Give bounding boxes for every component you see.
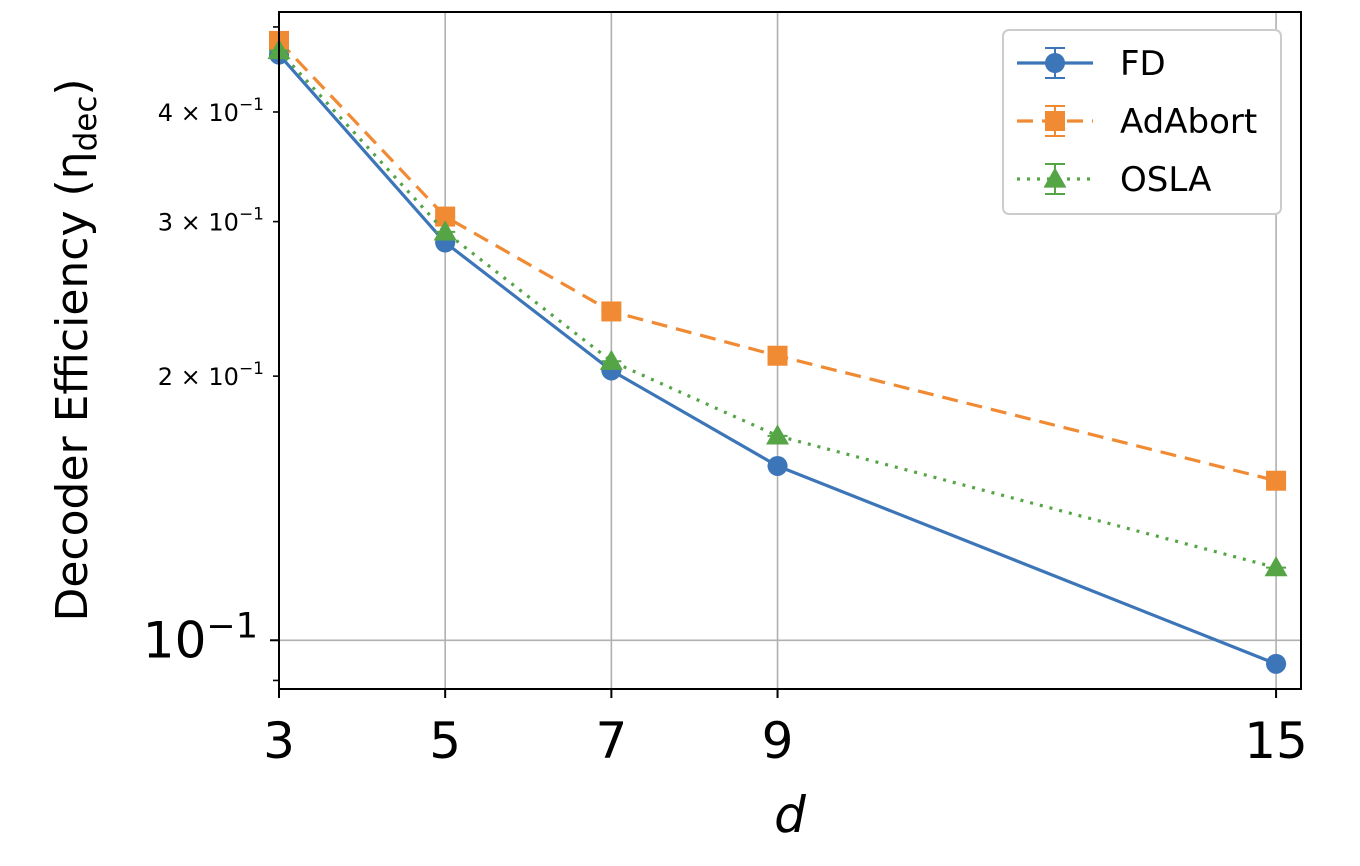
plot-frame — [278, 11, 1302, 690]
data-point-triangle-marker — [1264, 556, 1288, 577]
data-point-triangle-marker — [1043, 167, 1067, 188]
y-tick-label: 10−1 — [143, 606, 258, 669]
data-point-circle-marker — [1266, 653, 1287, 674]
legend-label: AdAbort — [1120, 102, 1257, 142]
y-axis-title: Decoder Efficiency (ηdec) — [47, 78, 104, 621]
y-tick-label-mantissa: 3 × 10 — [158, 209, 239, 237]
legend-entry-adabort: AdAbort — [1017, 102, 1257, 142]
data-point-square-marker — [601, 301, 622, 322]
x-tick-label: 5 — [429, 712, 461, 770]
data-point-circle-marker — [1045, 53, 1065, 73]
series-line — [277, 49, 1277, 570]
legend: FD AdAbort OSLA — [1002, 29, 1282, 215]
y-tick-label: 4 × 10−1 — [158, 95, 264, 127]
y-tick-label-mantissa: 2 × 10 — [158, 363, 239, 391]
x-tick-label: 3 — [263, 712, 295, 770]
x-tick-labels: 3 5 7 9 15 — [263, 712, 1308, 770]
series-layer — [267, 30, 1288, 674]
data-point-square-marker — [1266, 470, 1287, 491]
y-tick-label-base: 10 — [143, 611, 207, 669]
legend-label: OSLA — [1120, 160, 1211, 200]
series-adabort — [269, 30, 1287, 491]
series-osla — [267, 39, 1288, 577]
legend-label: FD — [1120, 44, 1166, 84]
data-point-circle-marker — [767, 455, 788, 476]
x-axis-title: d — [774, 786, 806, 844]
data-point-square-marker — [435, 206, 456, 227]
y-tick-label: 2 × 10−1 — [158, 359, 264, 391]
y-tick-label-exponent: −1 — [239, 359, 264, 379]
y-tick-label-mantissa: 4 × 10 — [158, 99, 239, 127]
data-point-triangle-marker — [599, 349, 623, 370]
legend-box — [1002, 29, 1282, 215]
y-tick-label: 3 × 10−1 — [158, 205, 264, 237]
y-axis-title-main: Decoder Efficiency (η — [47, 151, 98, 621]
y-tick-label-exponent: −1 — [239, 95, 264, 115]
legend-entry-fd: FD — [1017, 44, 1166, 84]
x-tick-label: 9 — [762, 712, 794, 770]
y-tick-labels: 10−12 × 10−13 × 10−14 × 10−1 — [143, 95, 264, 669]
y-tick-label-exponent: −1 — [239, 205, 264, 225]
data-point-square-marker — [1045, 111, 1065, 131]
y-axis-title-subscript: dec — [68, 96, 104, 152]
data-point-triangle-marker — [766, 424, 790, 445]
y-axis-title-close: ) — [47, 78, 98, 95]
x-tick-label: 7 — [595, 712, 627, 770]
axis-ticks — [270, 26, 1278, 698]
data-point-square-marker — [767, 345, 788, 366]
y-tick-label-exponent: −1 — [206, 606, 258, 646]
legend-entry-osla: OSLA — [1017, 160, 1211, 200]
data-point-triangle-marker — [433, 220, 457, 241]
x-tick-label: 15 — [1244, 712, 1308, 770]
